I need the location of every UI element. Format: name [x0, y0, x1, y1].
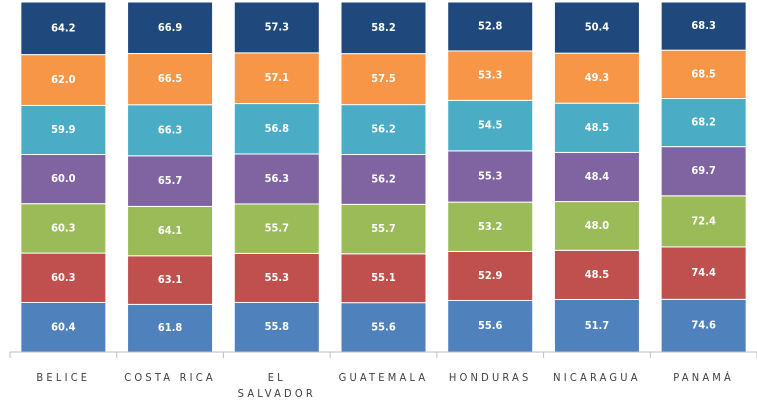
data-label: 66.9	[158, 21, 183, 34]
bar-segment	[127, 1, 214, 55]
data-label: 56.8	[265, 122, 290, 135]
bar-segment	[127, 303, 214, 353]
data-label: 56.3	[265, 172, 290, 185]
data-label: 48.4	[585, 170, 610, 183]
bar-segment	[340, 203, 427, 255]
data-label: 60.3	[51, 221, 76, 234]
data-label: 55.7	[265, 222, 290, 235]
data-label: 57.1	[265, 71, 290, 84]
x-tick-label: EL SALVADOR	[237, 371, 316, 400]
data-label: 55.3	[265, 271, 290, 284]
x-tick-label: GUATEMALA	[338, 371, 429, 384]
data-label: 69.7	[691, 164, 716, 177]
bar-segment	[660, 246, 747, 300]
bar-segment	[127, 255, 214, 305]
x-tick-label: NICARAGUA	[553, 371, 641, 384]
bar-segment	[340, 253, 427, 304]
data-label: 55.6	[478, 319, 503, 332]
bar-segment	[447, 150, 534, 203]
bar-segment	[20, 252, 107, 304]
bar-segment	[340, 53, 427, 106]
data-label: 53.2	[478, 220, 503, 233]
bar-segment	[233, 1, 320, 54]
x-tick-label: BELICE	[36, 371, 91, 384]
bar-segment	[233, 252, 320, 303]
x-tick-label: PANAMÁ	[673, 371, 734, 384]
bar-segment	[340, 1, 427, 55]
bar-segment	[127, 53, 214, 106]
data-label: 50.4	[585, 21, 610, 34]
data-label: 52.9	[478, 269, 503, 282]
bar-segment	[233, 103, 320, 155]
bar-segment	[20, 1, 107, 56]
bar-segment	[20, 104, 107, 156]
data-label: 68.3	[691, 19, 716, 32]
data-label: 55.1	[371, 271, 396, 284]
bar-segment	[127, 155, 214, 207]
bar-segment	[233, 153, 320, 205]
data-label: 60.0	[51, 172, 76, 185]
data-label: 61.8	[158, 321, 183, 334]
data-label: 48.5	[585, 121, 610, 134]
data-label: 56.2	[371, 123, 396, 136]
bar-segment	[553, 52, 640, 104]
data-label: 66.3	[158, 123, 183, 136]
bar-segment	[660, 49, 747, 100]
data-label: 48.0	[585, 219, 610, 232]
data-label: 48.5	[585, 268, 610, 281]
data-label: 52.8	[478, 19, 503, 32]
data-label: 58.2	[371, 21, 396, 34]
bar-segment	[20, 302, 107, 353]
bar-segment	[660, 1, 747, 51]
data-label: 60.3	[51, 271, 76, 284]
data-label: 74.4	[691, 266, 716, 279]
data-label: 63.1	[158, 273, 183, 286]
bar-segment	[447, 250, 534, 301]
bar-segment	[553, 201, 640, 251]
data-label: 60.4	[51, 320, 76, 333]
data-label: 51.7	[585, 319, 610, 332]
bar-segment	[660, 98, 747, 148]
data-label: 57.3	[265, 20, 290, 33]
bar-segment	[340, 104, 427, 156]
data-label: 72.4	[691, 214, 716, 227]
x-tick-label: HONDURAS	[448, 371, 532, 384]
x-tick-label: COSTA RICA	[124, 371, 216, 384]
bar-segment	[553, 1, 640, 54]
data-label: 65.7	[158, 174, 183, 187]
data-label: 66.5	[158, 72, 183, 85]
data-label: 55.3	[478, 169, 503, 182]
bar-segment	[660, 195, 747, 248]
data-label: 59.9	[51, 123, 76, 136]
data-label: 55.6	[371, 320, 396, 333]
data-label: 74.6	[691, 319, 716, 332]
bar-segment	[20, 154, 107, 205]
bar-segment	[20, 54, 107, 106]
bar-segment	[233, 203, 320, 254]
data-label: 55.8	[265, 320, 290, 333]
bar-segment	[233, 52, 320, 105]
data-label: 56.2	[371, 172, 396, 185]
data-label: 49.3	[585, 71, 610, 84]
bar-segment	[340, 154, 427, 205]
bar-segment	[447, 50, 534, 101]
data-label: 68.2	[691, 116, 716, 129]
bar-segment	[127, 104, 214, 157]
data-label: 54.5	[478, 119, 503, 132]
bar-segment	[447, 299, 534, 353]
bar-segment	[553, 102, 640, 153]
bar-segment	[127, 205, 214, 257]
data-label: 62.0	[51, 73, 76, 86]
data-label: 55.7	[371, 222, 396, 235]
data-label: 53.3	[478, 69, 503, 82]
bar-segment	[447, 1, 534, 52]
bar-segment	[553, 299, 640, 353]
data-label: 57.5	[371, 72, 396, 85]
data-label: 64.1	[158, 224, 183, 237]
data-label: 68.5	[691, 67, 716, 80]
data-label: 64.2	[51, 21, 76, 34]
